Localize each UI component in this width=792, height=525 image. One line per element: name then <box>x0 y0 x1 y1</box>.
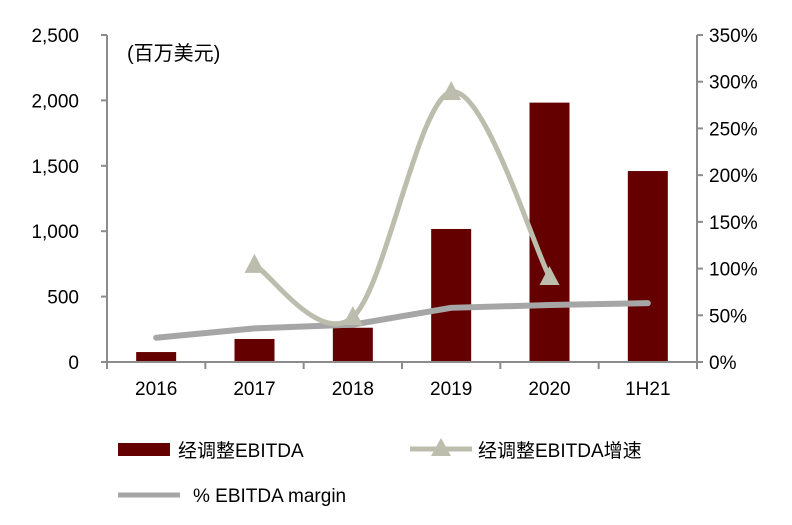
right-tick-label: 50% <box>709 306 747 327</box>
legend-label-margin: % EBITDA margin <box>193 486 346 507</box>
bar-2016 <box>136 352 177 362</box>
legend-triangle-icon <box>431 438 451 456</box>
bar-2017 <box>234 338 275 362</box>
right-tick-label: 300% <box>709 73 758 94</box>
legend: 经调整EBITDA 经调整EBITDA增速 % EBITDA margin <box>118 438 642 507</box>
x-tick-label: 2019 <box>430 379 472 400</box>
x-tick-label: 1H21 <box>625 379 670 400</box>
left-tick-label: 2,500 <box>31 26 79 47</box>
legend-label-growth: 经调整EBITDA增速 <box>478 440 642 462</box>
left-tick-label: 0 <box>68 353 79 374</box>
x-tick-label: 2020 <box>528 379 570 400</box>
x-tick-label: 2017 <box>233 379 275 400</box>
left-tick-label: 500 <box>47 288 79 309</box>
right-tick-label: 150% <box>709 213 758 234</box>
x-tick-label: 2018 <box>332 379 374 400</box>
right-tick-label: 0% <box>709 353 737 374</box>
growth-marker <box>539 265 560 285</box>
left-tick-label: 1,000 <box>31 222 79 243</box>
left-tick-label: 1,500 <box>31 157 79 178</box>
growth-marker <box>244 253 265 273</box>
growth-line <box>253 89 552 327</box>
legend-swatch-ebitda <box>118 443 170 456</box>
right-tick-label: 200% <box>709 166 758 187</box>
legend-label-ebitda: 经调整EBITDA <box>178 440 304 462</box>
growth-marker <box>441 80 462 100</box>
margin-line <box>153 300 651 341</box>
bar-2019 <box>431 228 472 362</box>
bar-1H21 <box>627 171 668 362</box>
unit-label: (百万美元) <box>127 42 220 65</box>
x-tick-label: 2016 <box>135 379 177 400</box>
right-tick-label: 250% <box>709 119 758 140</box>
left-tick-label: 2,000 <box>31 91 79 112</box>
growth-marker <box>342 306 363 326</box>
bar-2018 <box>332 327 373 362</box>
right-tick-label: 350% <box>709 26 758 47</box>
right-tick-label: 100% <box>709 260 758 281</box>
bar-2020 <box>529 102 570 362</box>
